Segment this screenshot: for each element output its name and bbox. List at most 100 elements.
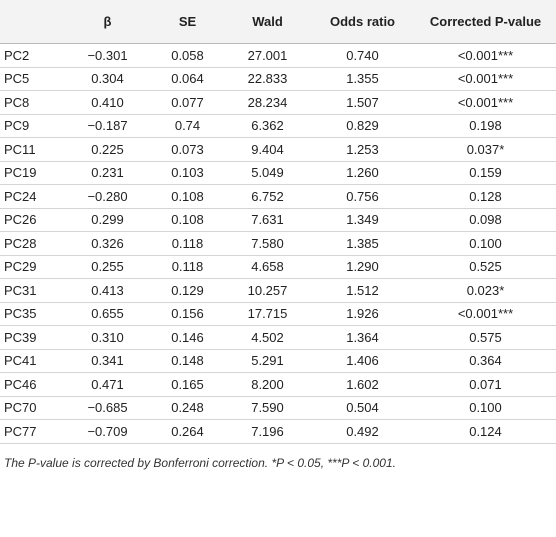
- row-label: PC19: [0, 161, 65, 185]
- table-cell: 1.507: [310, 90, 415, 115]
- table-cell: 0.077: [150, 90, 225, 115]
- table-cell: 1.385: [310, 231, 415, 256]
- table-cell: 1.512: [310, 278, 415, 303]
- table-cell: 0.103: [150, 161, 225, 185]
- table-cell: 7.631: [225, 208, 310, 232]
- table-cell: 0.264: [150, 419, 225, 444]
- table-cell: 1.253: [310, 137, 415, 162]
- table-cell: 6.752: [225, 184, 310, 209]
- table-cell: 0.100: [415, 396, 556, 420]
- table-cell: 0.100: [415, 231, 556, 256]
- table-cell: 0.310: [65, 325, 150, 350]
- table-cell: 1.355: [310, 67, 415, 91]
- row-label: PC26: [0, 208, 65, 232]
- table-row: PC26 0.299 0.108 7.631 1.349 0.098: [0, 208, 556, 232]
- table-cell: 0.364: [415, 349, 556, 373]
- table-cell: 0.504: [310, 396, 415, 420]
- table-cell: −0.301: [65, 43, 150, 68]
- row-label: PC8: [0, 90, 65, 115]
- table-cell: 0.255: [65, 255, 150, 279]
- header-cell: SE: [150, 0, 225, 44]
- table-cell: 0.071: [415, 372, 556, 397]
- footnote: The P-value is corrected by Bonferroni c…: [4, 455, 396, 470]
- table-row: PC41 0.341 0.148 5.291 1.406 0.364: [0, 349, 556, 373]
- table-cell: 0.299: [65, 208, 150, 232]
- header-cell: Odds ratio: [310, 0, 415, 44]
- row-label: PC35: [0, 302, 65, 326]
- table-cell: 22.833: [225, 67, 310, 91]
- row-label: PC11: [0, 137, 65, 162]
- table-cell: 0.108: [150, 184, 225, 209]
- table-cell: 0.492: [310, 419, 415, 444]
- table-cell: 0.829: [310, 114, 415, 138]
- table-cell: 0.073: [150, 137, 225, 162]
- table-row: PC2 −0.301 0.058 27.001 0.740 <0.001***: [0, 43, 556, 68]
- table-row: PC11 0.225 0.073 9.404 1.253 0.037*: [0, 137, 556, 162]
- table-cell: 5.291: [225, 349, 310, 373]
- table-cell: <0.001***: [415, 302, 556, 326]
- table-cell: 0.129: [150, 278, 225, 303]
- header-cell: [0, 0, 65, 44]
- table-cell: 10.257: [225, 278, 310, 303]
- row-label: PC41: [0, 349, 65, 373]
- table-cell: <0.001***: [415, 67, 556, 91]
- table-cell: −0.685: [65, 396, 150, 420]
- table-cell: 4.502: [225, 325, 310, 350]
- table-cell: −0.187: [65, 114, 150, 138]
- row-label: PC29: [0, 255, 65, 279]
- table-cell: −0.709: [65, 419, 150, 444]
- table-cell: 0.159: [415, 161, 556, 185]
- table-cell: <0.001***: [415, 43, 556, 68]
- table-cell: 1.926: [310, 302, 415, 326]
- row-label: PC31: [0, 278, 65, 303]
- results-table: β SE Wald Odds ratio Corrected P-value PC2 −0…: [0, 0, 556, 444]
- table-cell: 0.108: [150, 208, 225, 232]
- table-cell: 1.290: [310, 255, 415, 279]
- row-label: PC70: [0, 396, 65, 420]
- table-cell: 0.248: [150, 396, 225, 420]
- table-cell: 0.231: [65, 161, 150, 185]
- table-cell: 0.124: [415, 419, 556, 444]
- table-cell: 0.413: [65, 278, 150, 303]
- table-cell: 0.198: [415, 114, 556, 138]
- table-row: PC5 0.304 0.064 22.833 1.355 <0.001***: [0, 67, 556, 91]
- table-cell: 0.341: [65, 349, 150, 373]
- header-cell: Wald: [225, 0, 310, 44]
- header-cell: β: [65, 0, 150, 44]
- row-label: PC5: [0, 67, 65, 91]
- table-cell: 0.165: [150, 372, 225, 397]
- table-cell: 0.756: [310, 184, 415, 209]
- table-cell: 7.196: [225, 419, 310, 444]
- table-row: PC8 0.410 0.077 28.234 1.507 <0.001***: [0, 90, 556, 115]
- table-cell: 1.406: [310, 349, 415, 373]
- table-cell: 0.304: [65, 67, 150, 91]
- table-cell: 0.655: [65, 302, 150, 326]
- table-cell: 0.146: [150, 325, 225, 350]
- table-cell: 0.128: [415, 184, 556, 209]
- table-body: PC2 −0.301 0.058 27.001 0.740 <0.001*** PC5 0.3…: [0, 43, 556, 444]
- header-cell: Corrected P-value: [415, 0, 556, 44]
- table-cell: 27.001: [225, 43, 310, 68]
- table-cell: 1.364: [310, 325, 415, 350]
- table-cell: 0.058: [150, 43, 225, 68]
- table-row: PC19 0.231 0.103 5.049 1.260 0.159: [0, 161, 556, 185]
- table-row: PC31 0.413 0.129 10.257 1.512 0.023*: [0, 278, 556, 303]
- table-cell: 0.225: [65, 137, 150, 162]
- table-cell: 0.575: [415, 325, 556, 350]
- table-cell: 7.590: [225, 396, 310, 420]
- table-cell: <0.001***: [415, 90, 556, 115]
- table-cell: 0.525: [415, 255, 556, 279]
- table-cell: 28.234: [225, 90, 310, 115]
- table-cell: 0.471: [65, 372, 150, 397]
- table-cell: 0.156: [150, 302, 225, 326]
- table-cell: 0.148: [150, 349, 225, 373]
- row-label: PC9: [0, 114, 65, 138]
- table-cell: 0.740: [310, 43, 415, 68]
- row-label: PC2: [0, 43, 65, 68]
- table-row: PC39 0.310 0.146 4.502 1.364 0.575: [0, 325, 556, 350]
- table-cell: 7.580: [225, 231, 310, 256]
- table-row: PC28 0.326 0.118 7.580 1.385 0.100: [0, 231, 556, 256]
- row-label: PC24: [0, 184, 65, 209]
- table-cell: 1.260: [310, 161, 415, 185]
